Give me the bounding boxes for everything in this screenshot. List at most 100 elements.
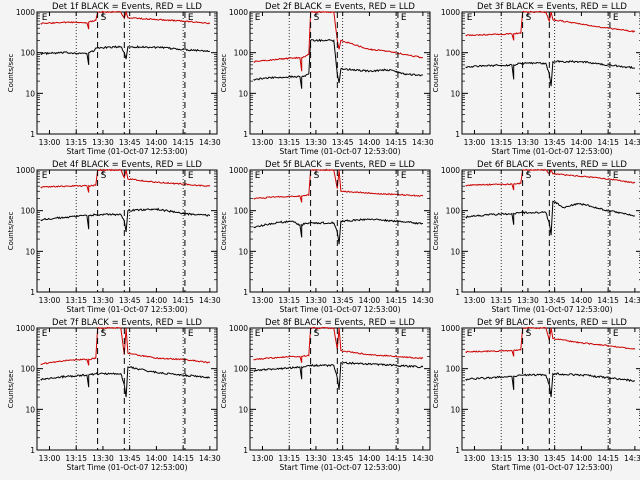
marker-label: E xyxy=(401,171,407,181)
x-tick-label: 14:00 xyxy=(359,296,381,305)
marker-label: S xyxy=(526,171,532,181)
x-axis-label: Start Time (01-Oct-07 12:53:00) xyxy=(66,147,187,156)
y-tick-label: 1000 xyxy=(229,166,248,175)
panel-2: Det 2f BLACK = Events, RED = LLD 13:00 13:… xyxy=(220,2,434,156)
x-tick-label: 14:30 xyxy=(199,296,221,305)
y-tick-label: 1 xyxy=(30,288,35,297)
x-tick-label: 14:15 xyxy=(385,454,407,463)
marker-label: S xyxy=(526,329,532,339)
marker-label: S xyxy=(526,13,532,23)
y-tick-label: 100 xyxy=(446,207,461,216)
y-tick-label: 100 xyxy=(446,365,461,374)
y-tick-label: 1000 xyxy=(229,8,248,17)
x-tick-label: 13:15 xyxy=(65,138,87,147)
lld-series-line xyxy=(253,168,424,203)
events-series-line xyxy=(40,45,211,65)
panel-title: Det 7f BLACK = Events, RED = LLD xyxy=(52,318,202,328)
x-tick-label: 13:30 xyxy=(517,296,539,305)
y-tick-label: 10 xyxy=(238,405,248,414)
y-tick-label: 1000 xyxy=(441,324,460,333)
marker-label: E xyxy=(188,13,194,23)
y-tick-label: 10 xyxy=(238,247,248,256)
marker-label: E xyxy=(613,13,619,23)
panel-title: Det 4f BLACK = Events, RED = LLD xyxy=(52,160,202,170)
x-tick-label: 13:00 xyxy=(39,138,61,147)
x-axis-label: Start Time (01-Oct-07 12:53:00) xyxy=(491,305,612,314)
y-tick-label: 1 xyxy=(243,130,248,139)
panel-title: Det 8f BLACK = Events, RED = LLD xyxy=(265,318,415,328)
marker-label: E xyxy=(401,329,407,339)
events-series-line xyxy=(253,361,424,390)
lld-series-line xyxy=(40,10,211,30)
y-tick-label: 100 xyxy=(234,207,249,216)
x-tick-label: 14:15 xyxy=(597,296,619,305)
x-tick-label: 13:00 xyxy=(252,454,274,463)
x-tick-label: 14:00 xyxy=(146,454,168,463)
lld-series-line xyxy=(40,168,211,193)
panel-9: Det 9f BLACK = Events, RED = LLD 13:00 13:… xyxy=(432,318,640,472)
y-tick-label: 1 xyxy=(30,130,35,139)
x-tick-label: 13:00 xyxy=(39,454,61,463)
x-tick-label: 13:30 xyxy=(305,454,327,463)
plot-frame xyxy=(461,169,640,293)
panel-title: Det 3f BLACK = Events, RED = LLD xyxy=(477,2,627,12)
marker-label: S xyxy=(101,329,107,339)
x-tick-label: 14:00 xyxy=(359,138,381,147)
events-series-line xyxy=(40,366,210,398)
x-axis-label: Start Time (01-Oct-07 12:53:00) xyxy=(279,147,400,156)
y-axis-label: Counts/sec xyxy=(7,54,15,93)
y-axis-label: Counts/sec xyxy=(220,212,228,251)
x-tick-label: 14:00 xyxy=(359,454,381,463)
marker-label: E xyxy=(401,13,407,23)
y-tick-label: 10 xyxy=(25,247,35,256)
y-tick-label: 1 xyxy=(30,446,35,455)
x-tick-label: 14:15 xyxy=(172,296,194,305)
x-tick-label: 13:45 xyxy=(544,296,566,305)
y-tick-label: 10 xyxy=(25,89,35,98)
y-tick-label: 1000 xyxy=(441,8,460,17)
x-tick-label: 13:45 xyxy=(332,138,354,147)
y-axis-label: Counts/sec xyxy=(220,54,228,93)
x-tick-label: 14:15 xyxy=(172,454,194,463)
x-tick-label: 13:30 xyxy=(92,296,114,305)
x-axis-label: Start Time (01-Oct-07 12:53:00) xyxy=(491,463,612,472)
x-tick-label: 14:00 xyxy=(146,296,168,305)
y-tick-label: 1000 xyxy=(229,324,248,333)
panel-7: Det 7f BLACK = Events, RED = LLD 13:00 13:… xyxy=(7,318,221,472)
x-tick-label: 13:00 xyxy=(39,296,61,305)
x-tick-label: 14:00 xyxy=(146,138,168,147)
marker-label: E xyxy=(255,171,261,181)
x-tick-label: 13:00 xyxy=(464,454,486,463)
plot-frame xyxy=(249,327,431,451)
events-series-line xyxy=(465,372,635,398)
y-tick-label: 10 xyxy=(238,89,248,98)
lld-series-line xyxy=(253,326,424,363)
plot-frame xyxy=(461,11,640,135)
y-axis-label: Counts/sec xyxy=(432,212,440,251)
x-tick-label: 13:30 xyxy=(517,138,539,147)
panel-title: Det 2f BLACK = Events, RED = LLD xyxy=(265,2,415,12)
x-tick-label: 14:00 xyxy=(571,454,593,463)
x-tick-label: 13:45 xyxy=(332,296,354,305)
x-tick-label: 13:15 xyxy=(490,138,512,147)
x-tick-label: 13:30 xyxy=(92,138,114,147)
marker-label: E xyxy=(42,171,48,181)
x-tick-label: 13:45 xyxy=(119,454,141,463)
x-tick-label: 14:30 xyxy=(624,454,640,463)
plot-frame xyxy=(36,327,218,451)
x-tick-label: 14:30 xyxy=(412,454,434,463)
y-tick-label: 1000 xyxy=(441,166,460,175)
y-axis-label: Counts/sec xyxy=(7,212,15,251)
panel-8: Det 8f BLACK = Events, RED = LLD 13:00 13:… xyxy=(220,318,434,472)
x-tick-label: 14:15 xyxy=(172,138,194,147)
events-series-line xyxy=(253,38,424,89)
marker-label: E xyxy=(467,171,473,181)
x-tick-label: 13:15 xyxy=(490,296,512,305)
y-tick-label: 1000 xyxy=(16,166,35,175)
x-tick-label: 14:00 xyxy=(571,296,593,305)
x-tick-label: 13:45 xyxy=(119,138,141,147)
lld-series-line xyxy=(465,326,636,357)
panel-3: Det 3f BLACK = Events, RED = LLD 13:00 13:… xyxy=(432,2,640,156)
panel-title: Det 1f BLACK = Events, RED = LLD xyxy=(52,2,202,12)
